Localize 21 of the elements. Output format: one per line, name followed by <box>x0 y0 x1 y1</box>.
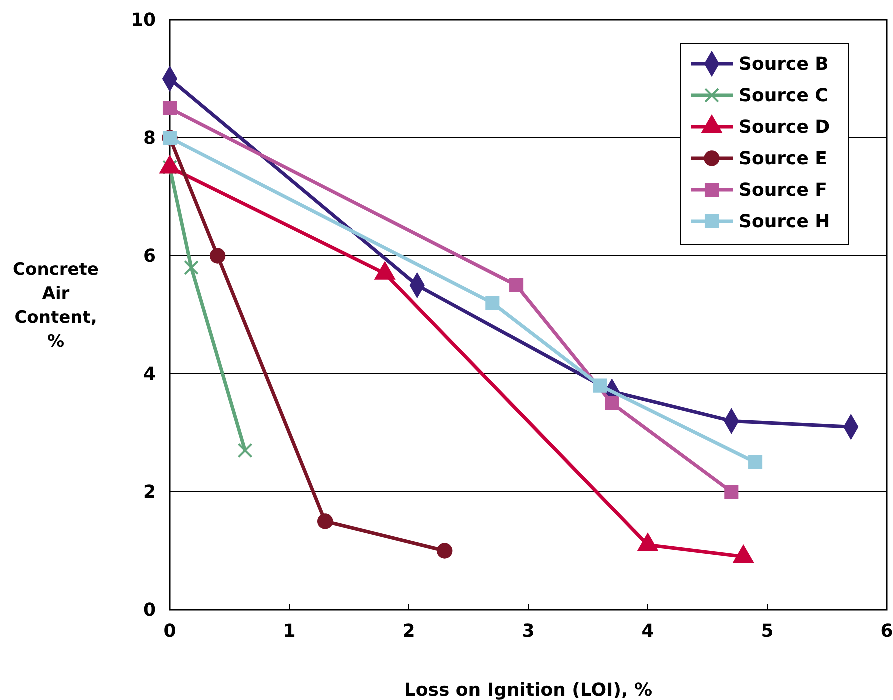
legend-label: Source B <box>739 54 829 75</box>
y-tick-label: 8 <box>143 128 156 149</box>
x-tick-label: 3 <box>522 620 535 642</box>
x-tick-label: 2 <box>402 620 416 642</box>
y-axis-title: Concrete Air Content, % <box>13 260 99 352</box>
x-tick-label: 6 <box>880 620 893 642</box>
y-tick-label: 6 <box>143 246 156 267</box>
legend-label: Source F <box>739 180 828 201</box>
legend-label: Source H <box>739 212 830 232</box>
legend-label: Source E <box>739 148 828 170</box>
y-tick-label: 4 <box>143 364 156 385</box>
legend-label: Source D <box>739 117 830 138</box>
x-tick-label: 5 <box>761 620 774 642</box>
legend-label: Source C <box>739 86 828 106</box>
y-tick-label: 0 <box>143 600 156 621</box>
x-tick-label: 1 <box>283 620 296 642</box>
y-tick-label: 2 <box>143 482 156 503</box>
y-tick-label: 10 <box>130 10 156 31</box>
x-tick-label: 0 <box>164 620 176 642</box>
x-tick-label: 4 <box>642 620 654 642</box>
x-axis-title: Loss on Ignition (LOI), % <box>404 680 653 700</box>
